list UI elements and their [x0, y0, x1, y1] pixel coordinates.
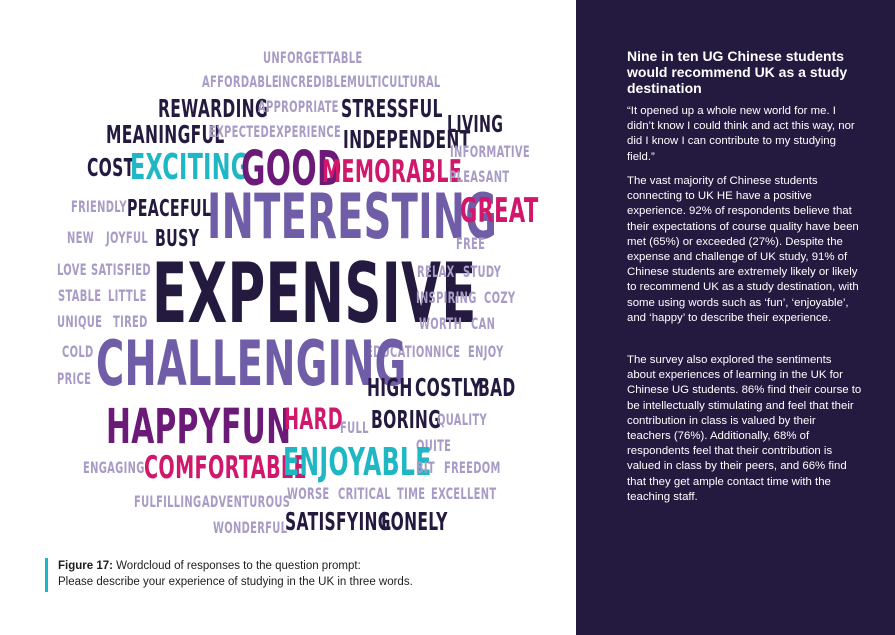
sidebar-paragraph-2: The survey also explored the sentiments …: [627, 354, 862, 503]
word-time: TIME: [397, 484, 426, 503]
caption-line-2: Please describe your experience of study…: [58, 576, 413, 588]
word-appropriate: APPROPRIATE: [258, 97, 339, 116]
word-stressful: STRESSFUL: [341, 94, 443, 123]
word-memorable: MEMORABLE: [322, 154, 463, 190]
word-free: FREE: [456, 234, 486, 253]
word-quite: QUITE: [416, 436, 452, 455]
caption-text: Wordcloud of responses to the question p…: [112, 560, 361, 572]
word-unforgettable: UNFORGETTABLE: [263, 48, 363, 67]
sidebar-heading: Nine in ten UG Chinese students would re…: [627, 48, 848, 96]
word-interesting: INTERESTING: [207, 180, 498, 253]
word-love: LOVE: [57, 260, 87, 279]
word-inspiring: INSPIRING: [416, 288, 477, 307]
word-price: PRICE: [57, 369, 92, 388]
word-can: CAN: [471, 314, 496, 333]
word-expected: EXPECTED: [209, 122, 270, 141]
word-satisfying: SATISFYING: [285, 507, 391, 536]
word-tired: TIRED: [113, 312, 148, 331]
word-lonely: LONELY: [381, 507, 448, 536]
word-enjoy: ENJOY: [468, 342, 504, 361]
word-bit: BIT: [416, 458, 435, 477]
word-multicultural: MULTICULTURAL: [347, 72, 441, 91]
word-education: EDUCATION: [366, 342, 434, 361]
sidebar-panel: Nine in ten UG Chinese students would re…: [576, 0, 895, 635]
word-meaningful: MEANINGFUL: [106, 120, 225, 149]
word-expensive: EXPENSIVE: [152, 245, 477, 342]
word-rewarding: REWARDING: [158, 94, 268, 123]
word-friendly: FRIENDLY: [71, 197, 127, 216]
wordcloud: UNFORGETTABLE AFFORDABLE INCREDIBLE MULTICU…: [57, 48, 539, 537]
word-nice: NICE: [433, 342, 461, 361]
word-stable: STABLE: [58, 286, 102, 305]
word-costly: COSTLY: [415, 373, 482, 402]
word-enjoyable: ENJOYABLE: [283, 440, 432, 484]
student-quote: “It opened up a whole new world for me. …: [627, 105, 855, 163]
word-living: LIVING: [447, 112, 504, 138]
word-experience: EXPERIENCE: [269, 122, 342, 141]
caption-line-1: Figure 17: Wordcloud of responses to the…: [58, 558, 413, 574]
word-exciting: EXCITING: [130, 147, 250, 188]
word-boring: BORING: [371, 405, 442, 434]
word-worth: WORTH: [419, 314, 463, 333]
word-relax: RELAX: [417, 262, 455, 281]
word-quality: QUALITY: [437, 410, 487, 429]
word-unique: UNIQUE: [57, 312, 103, 331]
word-satisfied: SATISFIED: [91, 260, 151, 279]
sidebar-paragraph-1: The vast majority of Chinese students co…: [627, 175, 859, 324]
caption-label: Figure 17:: [58, 560, 113, 572]
word-little: LITTLE: [108, 286, 147, 305]
word-new: NEW: [67, 228, 94, 247]
word-happy: HAPPY: [106, 399, 221, 455]
word-adventurous: ADVENTUROUS: [202, 492, 291, 511]
word-excellent: EXCELLENT: [431, 484, 497, 503]
word-busy: BUSY: [155, 226, 200, 252]
word-cozy: COZY: [484, 288, 516, 307]
word-comfortable: COMFORTABLE: [144, 450, 307, 486]
word-joyful: JOYFUL: [106, 228, 148, 247]
word-independent: INDEPENDENT: [343, 125, 471, 154]
word-informative: INFORMATIVE: [450, 142, 530, 161]
word-worse: WORSE: [287, 484, 330, 503]
word-bad: BAD: [478, 373, 516, 402]
word-hard: HARD: [284, 402, 343, 436]
word-pleasant: PLEASANT: [449, 167, 510, 186]
word-peaceful: PEACEFUL: [127, 196, 212, 222]
word-fun: FUN: [221, 399, 292, 455]
word-study: STUDY: [463, 262, 502, 281]
word-critical: CRITICAL: [338, 484, 391, 503]
word-high: HIGH: [367, 373, 413, 402]
word-challenging: CHALLENGING: [96, 327, 407, 400]
word-good: GOOD: [241, 141, 342, 197]
word-engaging: ENGAGING: [83, 458, 145, 477]
figure-caption: Figure 17: Wordcloud of responses to the…: [45, 558, 413, 592]
word-wonderful: WONDERFUL: [213, 518, 288, 537]
word-incredible: INCREDIBLE: [278, 72, 348, 91]
word-cost: COST: [87, 153, 135, 182]
word-full: FULL: [340, 418, 369, 437]
word-freedom: FREEDOM: [444, 458, 501, 477]
word-great: GREAT: [460, 191, 539, 231]
word-cold: COLD: [62, 342, 94, 361]
word-affordable: AFFORDABLE: [202, 72, 279, 91]
word-fulfilling: FULFILLING: [134, 492, 202, 511]
